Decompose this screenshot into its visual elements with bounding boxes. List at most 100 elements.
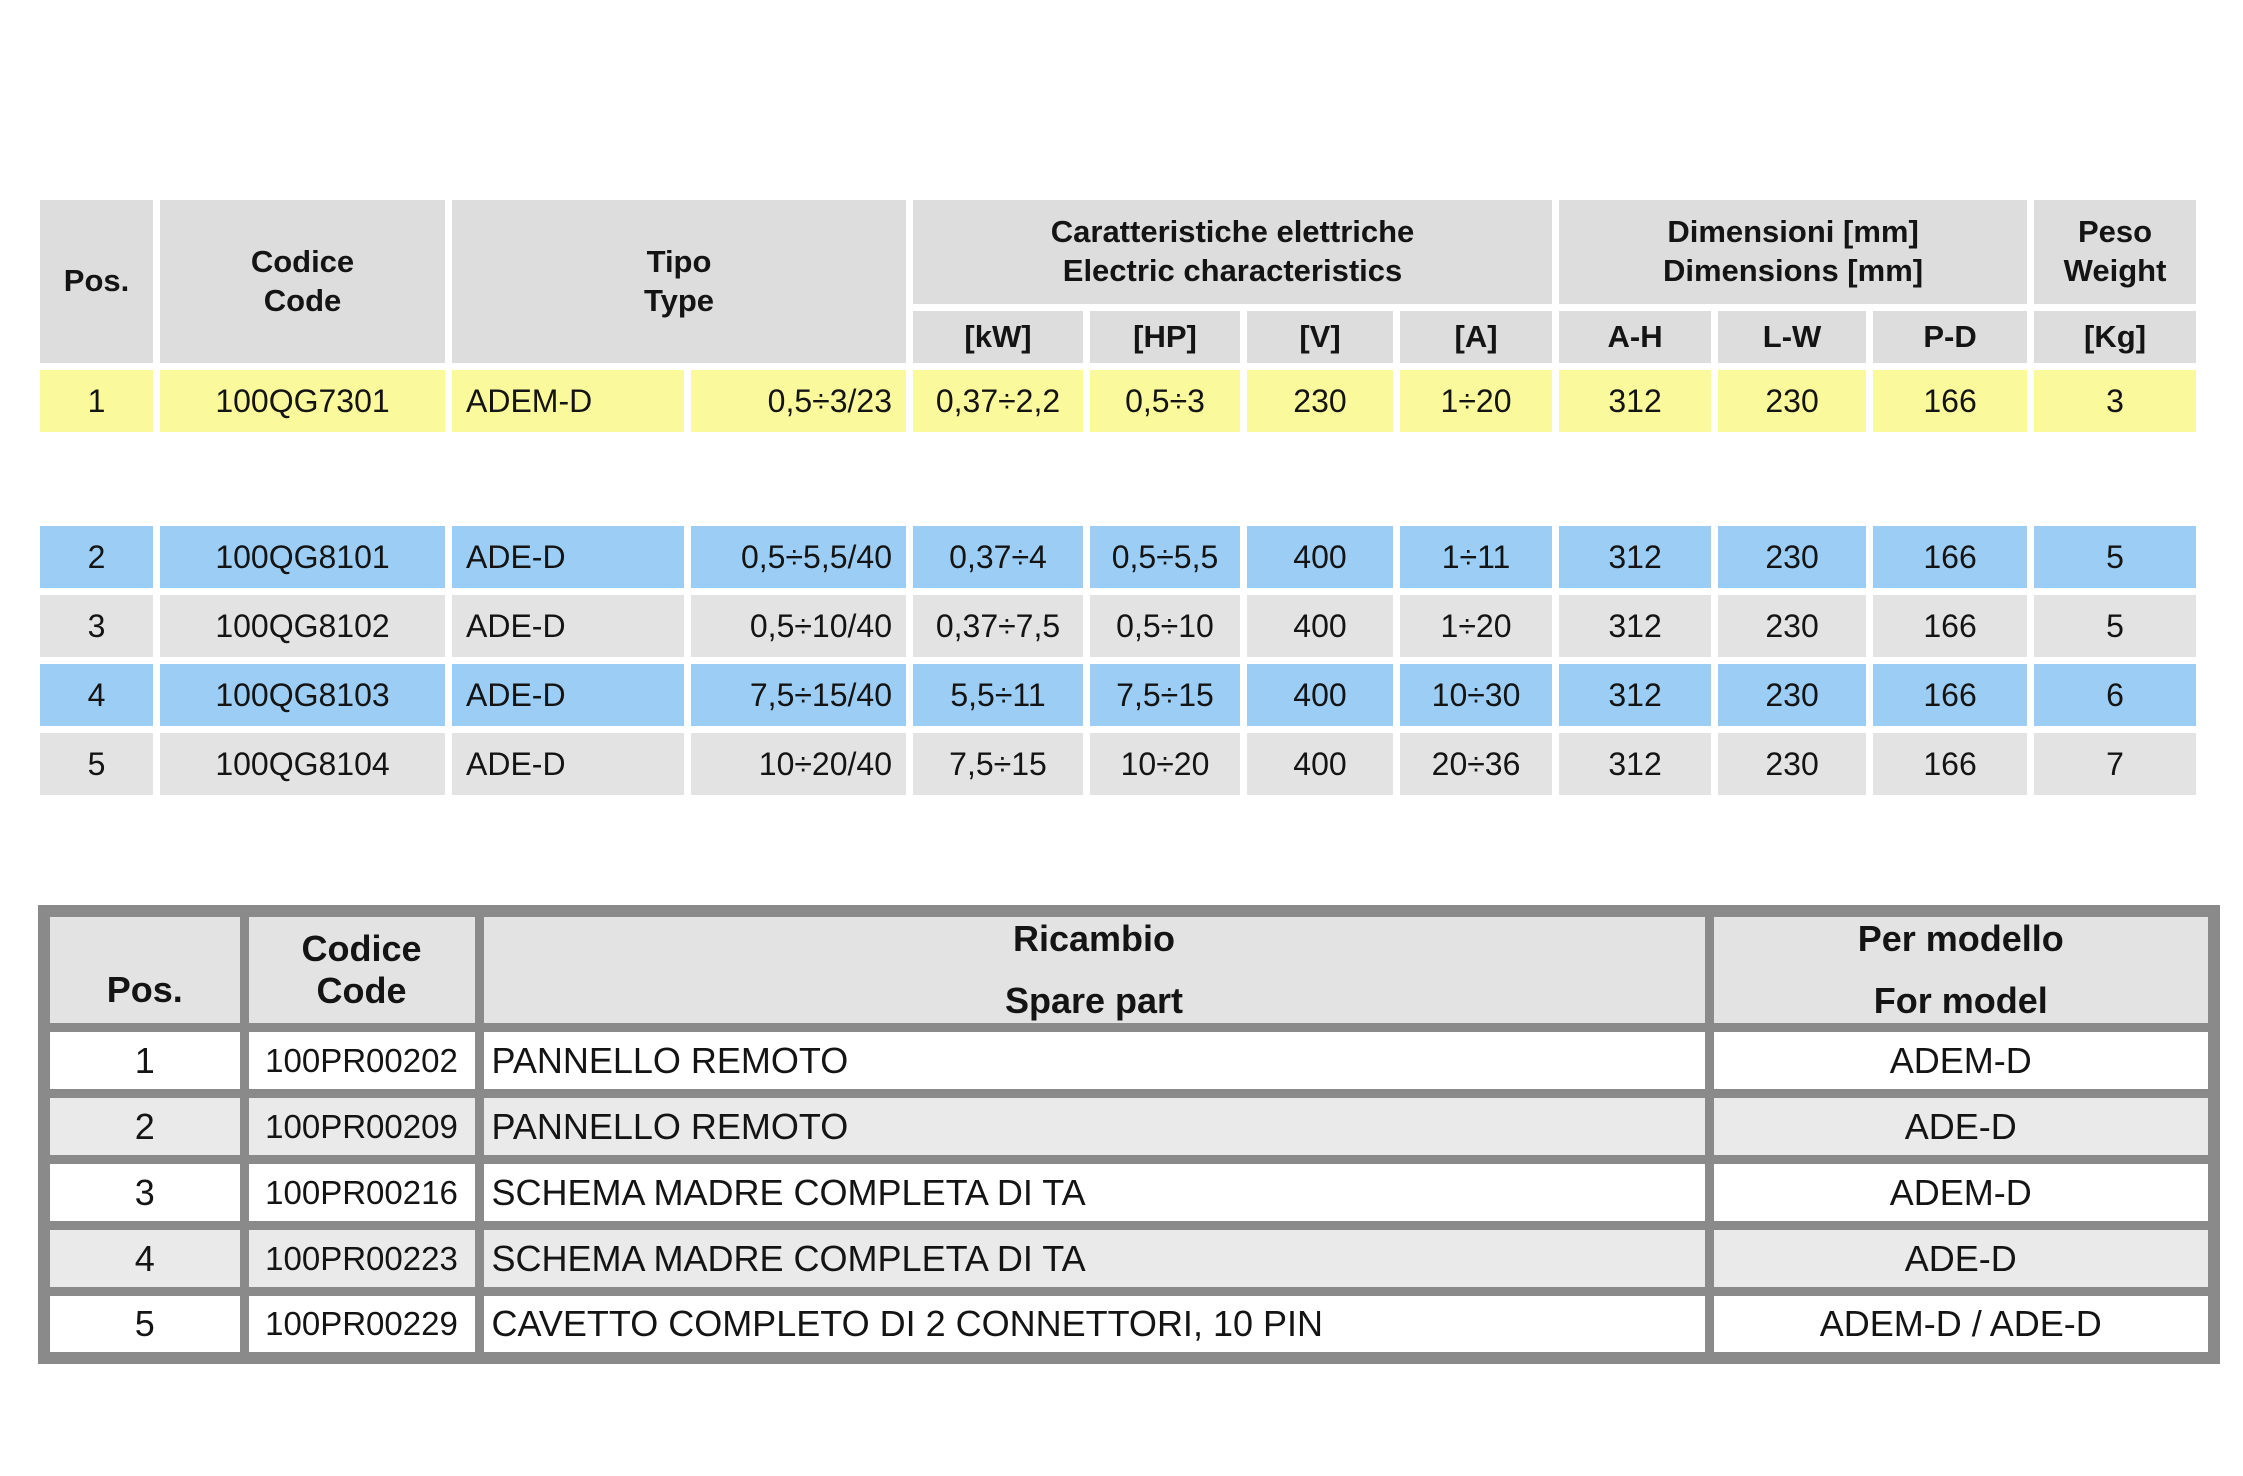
header-spare-part-line1: Ricambio (1012, 918, 1176, 959)
header-type: Tipo Type (452, 200, 906, 363)
cell-type: ADE-D (452, 526, 684, 588)
cell-spare-part: SCHEMA MADRE COMPLETA DI TA (474, 1155, 1714, 1230)
spare-part-row: 2 100PR00209 PANNELLO REMOTO ADE-D (39, 1089, 2219, 1164)
cell-pos: 5 (39, 1287, 249, 1362)
cell-kw: 0,37÷4 (913, 526, 1083, 588)
cell-code: 100QG7301 (160, 370, 445, 432)
cell-ah: 312 (1559, 664, 1712, 726)
header-type-line1: Tipo (646, 243, 712, 279)
header-kg: [Kg] (2034, 311, 2197, 363)
cell-a: 20÷36 (1400, 733, 1553, 795)
cell-lw: 230 (1718, 595, 1867, 657)
cell-ah: 312 (1559, 733, 1712, 795)
header-electric-line1: Caratteristiche elettriche (1050, 214, 1415, 250)
header-a: [A] (1400, 311, 1553, 363)
cell-pos: 4 (39, 1221, 249, 1296)
cell-code: 100PR00216 (239, 1155, 484, 1230)
cell-pos: 2 (40, 526, 153, 588)
spare-part-row: 5 100PR00229 CAVETTO COMPLETO DI 2 CONNE… (39, 1287, 2219, 1362)
cell-v: 400 (1247, 733, 1393, 795)
cell-kg: 5 (2034, 595, 2197, 657)
header-weight-line1: Peso (2077, 214, 2153, 250)
cell-pos: 3 (40, 595, 153, 657)
cell-hp: 0,5÷10 (1090, 595, 1240, 657)
header-dimensions-line1: Dimensioni [mm] (1667, 214, 1919, 250)
header-for-model: Per modello For model (1704, 906, 2219, 1032)
cell-hp: 0,5÷3 (1090, 370, 1240, 432)
header-hp: [HP] (1090, 311, 1240, 363)
cell-v: 230 (1247, 370, 1393, 432)
cell-pos: 1 (40, 370, 153, 432)
spare-parts-table: Pos. Codice Code Ricambio Spare part Per… (38, 905, 2220, 1364)
cell-code: 100PR00202 (239, 1023, 484, 1098)
cell-code: 100QG8101 (160, 526, 445, 588)
cell-pos: 4 (40, 664, 153, 726)
cell-pos: 1 (39, 1023, 249, 1098)
cell-type-range: 0,5÷3/23 (691, 370, 906, 432)
product-row: 2 100QG8101 ADE-D 0,5÷5,5/40 0,37÷4 0,5÷… (40, 526, 2197, 588)
cell-pd: 166 (1873, 526, 2028, 588)
header-code-line1: Codice (250, 243, 355, 279)
header-pd: P-D (1873, 311, 2028, 363)
cell-spare-part: PANNELLO REMOTO (474, 1023, 1714, 1098)
cell-code: 100PR00229 (239, 1287, 484, 1362)
cell-a: 1÷11 (1400, 526, 1553, 588)
row-spacer (40, 439, 2196, 519)
cell-for-model: ADEM-D (1704, 1023, 2219, 1098)
header-code-line2: Code (263, 282, 342, 318)
header-code-line1: Codice (301, 928, 422, 969)
header-pos: Pos. (40, 200, 153, 363)
cell-v: 400 (1247, 595, 1393, 657)
cell-ah: 312 (1559, 526, 1712, 588)
product-row: 5 100QG8104 ADE-D 10÷20/40 7,5÷15 10÷20 … (40, 733, 2197, 795)
product-row: 3 100QG8102 ADE-D 0,5÷10/40 0,37÷7,5 0,5… (40, 595, 2197, 657)
header-electric-line2: Electric characteristics (1062, 253, 1403, 288)
header-lw: L-W (1718, 311, 1867, 363)
header-type-line2: Type (643, 282, 715, 318)
cell-code: 100PR00223 (239, 1221, 484, 1296)
header-electric-characteristics: Caratteristiche elettriche Electric char… (913, 200, 1553, 304)
cell-code: 100QG8102 (160, 595, 445, 657)
header-dimensions: Dimensioni [mm] Dimensions [mm] (1559, 200, 2028, 304)
cell-kg: 6 (2034, 664, 2197, 726)
cell-v: 400 (1247, 664, 1393, 726)
cell-pos: 3 (39, 1155, 249, 1230)
cell-pos: 5 (40, 733, 153, 795)
cell-kg: 3 (2034, 370, 2197, 432)
cell-pd: 166 (1873, 733, 2028, 795)
cell-spare-part: CAVETTO COMPLETO DI 2 CONNETTORI, 10 PIN (474, 1287, 1714, 1362)
header-weight-line2: Weight (2063, 253, 2167, 288)
cell-kg: 7 (2034, 733, 2197, 795)
cell-type-range: 0,5÷10/40 (691, 595, 906, 657)
header-for-model-line2: For model (1873, 980, 2048, 1021)
header-for-model-line1: Per modello (1857, 918, 2064, 959)
header-kw: [kW] (913, 311, 1083, 363)
cell-for-model: ADE-D (1704, 1221, 2219, 1296)
cell-v: 400 (1247, 526, 1393, 588)
cell-lw: 230 (1718, 733, 1867, 795)
cell-for-model: ADEM-D (1704, 1155, 2219, 1230)
spare-part-row: 3 100PR00216 SCHEMA MADRE COMPLETA DI TA… (39, 1155, 2219, 1230)
cell-hp: 0,5÷5,5 (1090, 526, 1240, 588)
cell-lw: 230 (1718, 370, 1867, 432)
cell-pos: 2 (39, 1089, 249, 1164)
cell-spare-part: PANNELLO REMOTO (474, 1089, 1714, 1164)
cell-type: ADE-D (452, 733, 684, 795)
cell-pd: 166 (1873, 370, 2028, 432)
product-row: 4 100QG8103 ADE-D 7,5÷15/40 5,5÷11 7,5÷1… (40, 664, 2197, 726)
cell-type: ADEM-D (452, 370, 684, 432)
header-ah: A-H (1559, 311, 1712, 363)
cell-for-model: ADE-D (1704, 1089, 2219, 1164)
header-spare-part-line2: Spare part (1004, 980, 1184, 1021)
cell-pd: 166 (1873, 595, 2028, 657)
cell-type: ADE-D (452, 664, 684, 726)
cell-a: 10÷30 (1400, 664, 1553, 726)
cell-code: 100PR00209 (239, 1089, 484, 1164)
cell-pd: 166 (1873, 664, 2028, 726)
spare-part-row: 4 100PR00223 SCHEMA MADRE COMPLETA DI TA… (39, 1221, 2219, 1296)
header-code: Codice Code (239, 906, 484, 1032)
cell-a: 1÷20 (1400, 595, 1553, 657)
header-code-line2: Code (316, 970, 407, 1011)
cell-type: ADE-D (452, 595, 684, 657)
cell-hp: 7,5÷15 (1090, 664, 1240, 726)
